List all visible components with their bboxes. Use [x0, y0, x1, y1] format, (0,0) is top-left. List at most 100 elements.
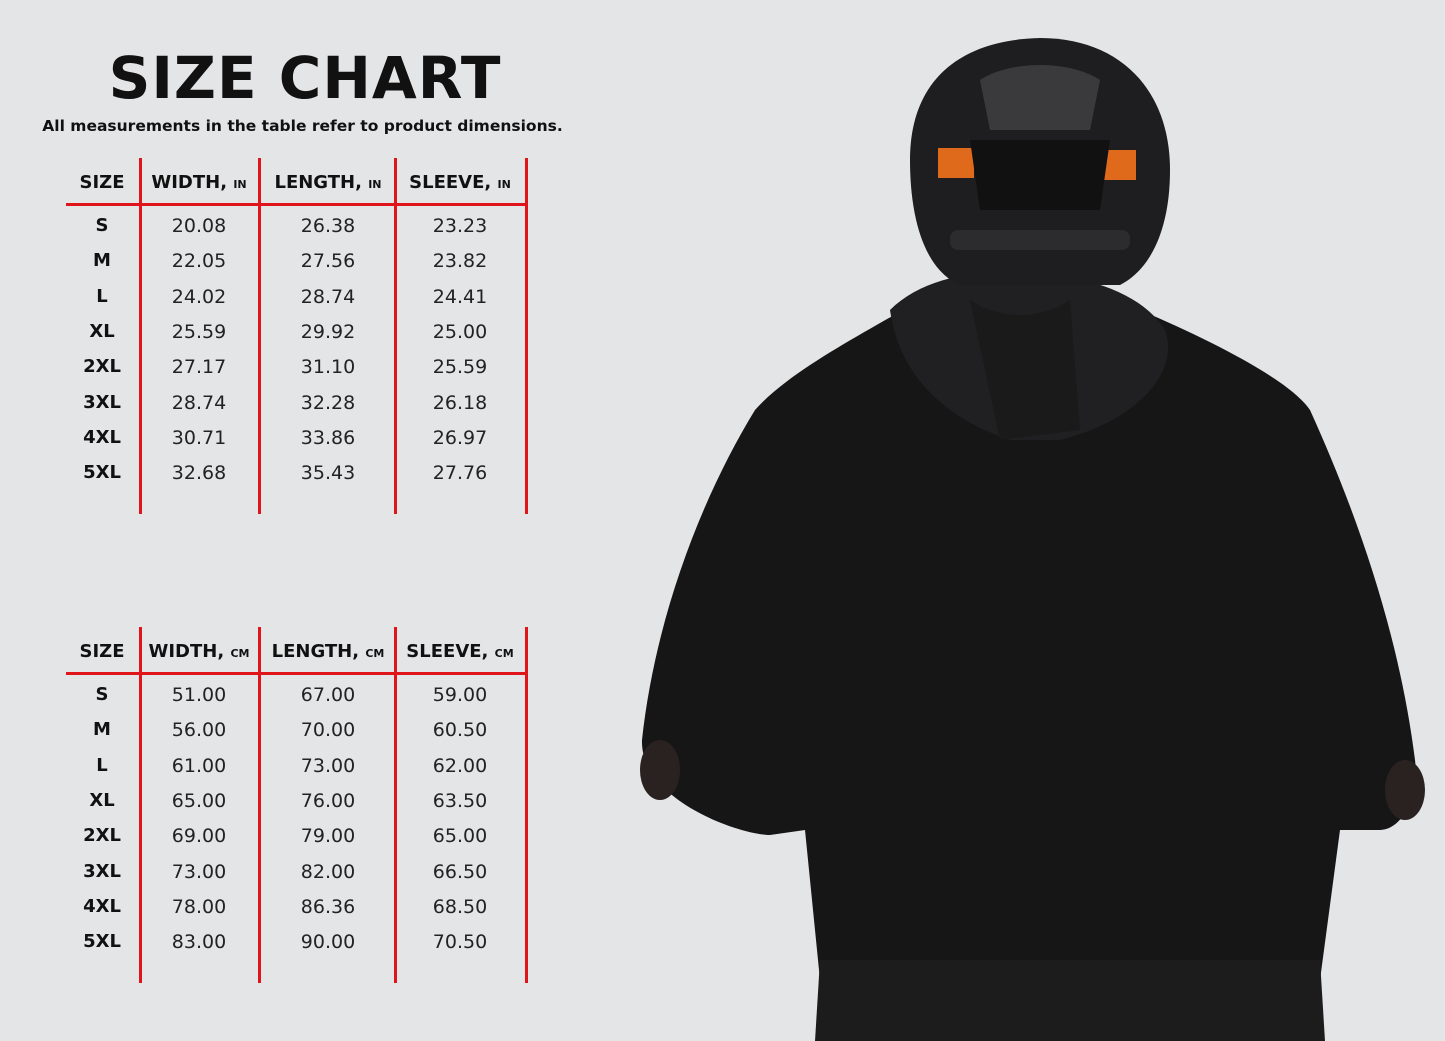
size-label: 3XL	[83, 860, 121, 882]
measurement-cell: 60.50	[432, 719, 488, 742]
measurement-cell: 56.00	[171, 719, 227, 742]
size-label: 4XL	[83, 895, 121, 917]
size-label: 5XL	[83, 462, 121, 484]
measurement-cell: 68.50	[432, 895, 488, 918]
measurement-cell: 66.50	[432, 860, 488, 883]
measurement-cell: 51.00	[171, 684, 227, 706]
column-divider	[394, 627, 397, 983]
measurement-cell: 76.00	[300, 789, 356, 812]
measurement-cell: 79.00	[300, 825, 356, 848]
measurement-cell: 28.74	[171, 391, 227, 414]
size-label: L	[96, 285, 108, 307]
column-header: SIZE	[79, 172, 124, 193]
size-label: XL	[89, 789, 115, 811]
column-header: SLEEVE, IN	[409, 172, 511, 193]
column-header-label: SLEEVE,	[409, 172, 492, 193]
measurement-cell: 69.00	[171, 825, 227, 848]
measurement-cell: 73.00	[300, 754, 356, 777]
column-header-label: LENGTH,	[274, 172, 362, 193]
measurement-cell: 23.82	[432, 250, 488, 273]
column-divider	[139, 627, 142, 983]
measurement-cell: 67.00	[300, 684, 356, 706]
column-divider	[525, 158, 528, 514]
measurement-cell: 33.86	[300, 426, 356, 449]
size-label: 2XL	[83, 356, 121, 378]
hoodie	[641, 290, 1416, 980]
measurement-cell: 25.59	[432, 356, 488, 379]
size-label: 4XL	[83, 426, 121, 448]
column-header-unit: CM	[494, 647, 514, 660]
column-header-label: WIDTH,	[151, 172, 228, 193]
measurement-cell: 30.71	[171, 426, 227, 449]
measurement-cell: 61.00	[171, 754, 227, 777]
measurement-cell: 70.50	[432, 931, 488, 954]
measurement-cell: 25.00	[432, 320, 488, 343]
column-header: WIDTH, IN	[151, 172, 246, 193]
size-label: 3XL	[83, 391, 121, 413]
size-label: M	[93, 719, 111, 741]
column-divider	[258, 158, 261, 514]
column-divider	[394, 158, 397, 514]
size-label: S	[95, 215, 109, 236]
measurement-cell: 82.00	[300, 860, 356, 883]
measurement-cell: 59.00	[432, 684, 488, 706]
measurement-cell: 22.05	[171, 250, 227, 273]
column-header-label: SLEEVE,	[406, 641, 489, 662]
column-divider	[525, 627, 528, 983]
size-label: XL	[89, 320, 115, 342]
column-header-unit: CM	[365, 647, 385, 660]
measurement-cell: 83.00	[171, 931, 227, 954]
column-header-label: SIZE	[79, 172, 125, 193]
page-subtitle: All measurements in the table refer to p…	[42, 117, 563, 135]
column-header: LENGTH, CM	[272, 641, 385, 662]
column-header-unit: CM	[230, 647, 250, 660]
measurement-cell: 26.97	[432, 426, 488, 449]
column-header-unit: IN	[497, 178, 511, 191]
size-label: 5XL	[83, 931, 121, 953]
measurement-cell: 20.08	[171, 215, 227, 237]
size-table-inches: SIZE WIDTH, IN LENGTH, IN SLEEVE, IN S 20.08 2…	[66, 158, 528, 514]
measurement-cell: 35.43	[300, 462, 356, 485]
measurement-cell: 26.18	[432, 391, 488, 414]
measurement-cell: 27.76	[432, 462, 488, 485]
size-label: S	[95, 684, 109, 705]
measurement-cell: 63.50	[432, 789, 488, 812]
measurement-cell: 65.00	[171, 789, 227, 812]
model-photo	[640, 38, 1425, 1041]
column-header: SIZE	[79, 641, 124, 662]
measurement-cell: 62.00	[432, 754, 488, 777]
measurement-cell: 25.59	[171, 320, 227, 343]
size-label: 2XL	[83, 825, 121, 847]
measurement-cell: 23.23	[432, 215, 488, 237]
measurement-cell: 65.00	[432, 825, 488, 848]
column-header-unit: IN	[233, 178, 247, 191]
measurement-cell: 70.00	[300, 719, 356, 742]
column-header-label: LENGTH,	[271, 641, 360, 662]
column-header-unit: IN	[368, 178, 382, 191]
column-header-label: SIZE	[79, 641, 125, 662]
size-table-centimeters: SIZE WIDTH, CM LENGTH, CM SLEEVE, CM S 51.00 6…	[66, 627, 528, 983]
column-divider	[258, 627, 261, 983]
measurement-cell: 78.00	[171, 895, 227, 918]
measurement-cell: 28.74	[300, 285, 356, 308]
measurement-cell: 27.17	[171, 356, 227, 379]
header-divider	[66, 203, 528, 206]
column-header-label: WIDTH,	[148, 641, 225, 662]
column-header: SLEEVE, CM	[406, 641, 513, 662]
column-header: WIDTH, CM	[149, 641, 250, 662]
measurement-cell: 27.56	[300, 250, 356, 273]
page-title: SIZE CHART	[108, 44, 502, 112]
measurement-cell: 73.00	[171, 860, 227, 883]
column-divider	[139, 158, 142, 514]
size-label: M	[93, 250, 111, 272]
header-divider	[66, 672, 528, 675]
measurement-cell: 29.92	[300, 320, 356, 343]
measurement-cell: 32.28	[300, 391, 356, 414]
measurement-cell: 24.41	[432, 285, 488, 308]
measurement-cell: 24.02	[171, 285, 227, 308]
measurement-cell: 32.68	[171, 462, 227, 485]
measurement-cell: 90.00	[300, 931, 356, 954]
measurement-cell: 31.10	[300, 356, 356, 379]
measurement-cell: 26.38	[300, 215, 356, 237]
measurement-cell: 86.36	[300, 895, 356, 918]
